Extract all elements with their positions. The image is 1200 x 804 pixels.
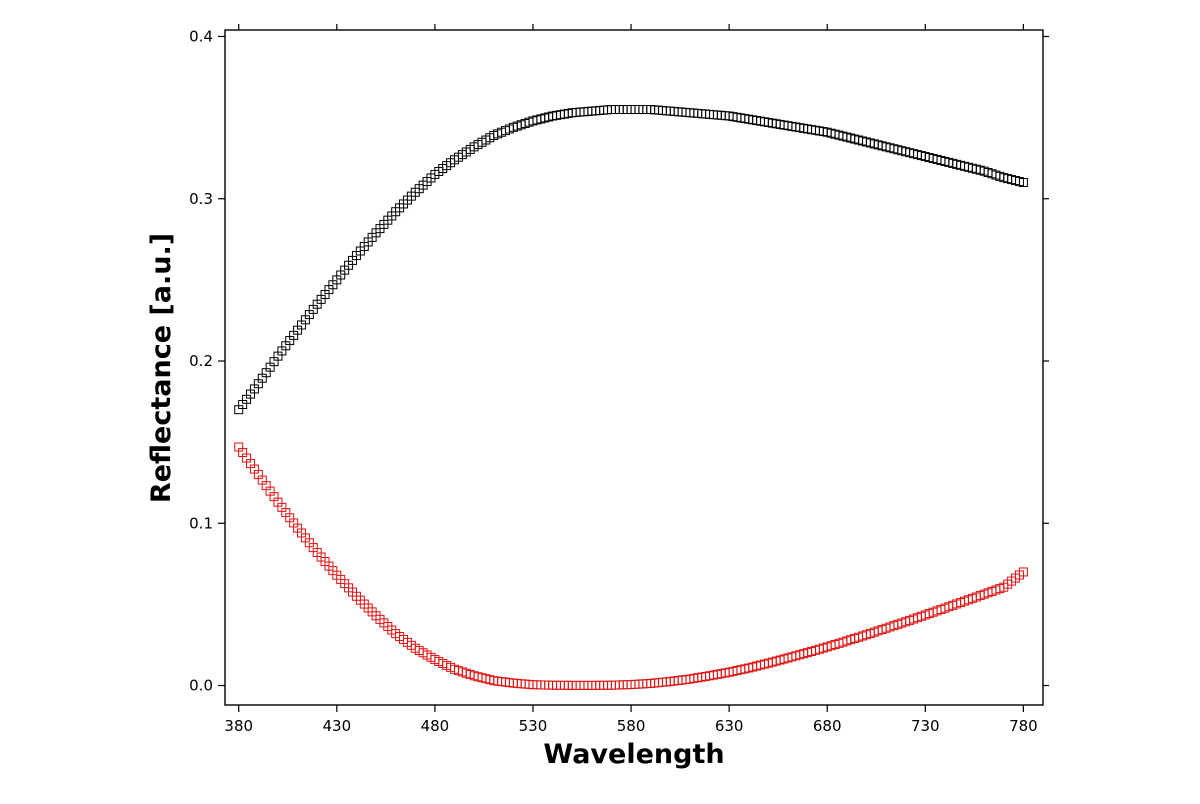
data-markers [234,105,1028,690]
y-tick-label: 0.0 [189,677,213,695]
x-tick-label: 480 [421,717,450,735]
x-tick-label: 630 [715,717,744,735]
x-axis-title: Wavelength [543,739,724,770]
x-tick-label: 380 [224,717,253,735]
data-point [1018,178,1028,188]
plot-frame [224,29,1044,706]
x-tick-label: 780 [1009,717,1038,735]
y-tick-label: 0.2 [189,352,213,370]
axis-ticks: 380 430 480 530 580 630 680 730 780 0.0 0.1 0.2 0.3 0… [189,24,1049,735]
x-tick-label: 730 [911,717,940,735]
x-tick-label: 680 [813,717,842,735]
y-tick-label: 0.3 [189,190,213,208]
y-tick-label: 0.1 [189,514,213,532]
x-tick-label: 530 [519,717,548,735]
x-tick-label: 580 [617,717,646,735]
series-2-markers [234,442,1028,690]
x-tick-label: 430 [322,717,351,735]
y-axis-title: Reflectance [a.u.] [146,233,177,503]
series-1-markers [234,105,1028,415]
y-tick-label: 0.4 [189,27,213,45]
data-point [1018,567,1028,577]
